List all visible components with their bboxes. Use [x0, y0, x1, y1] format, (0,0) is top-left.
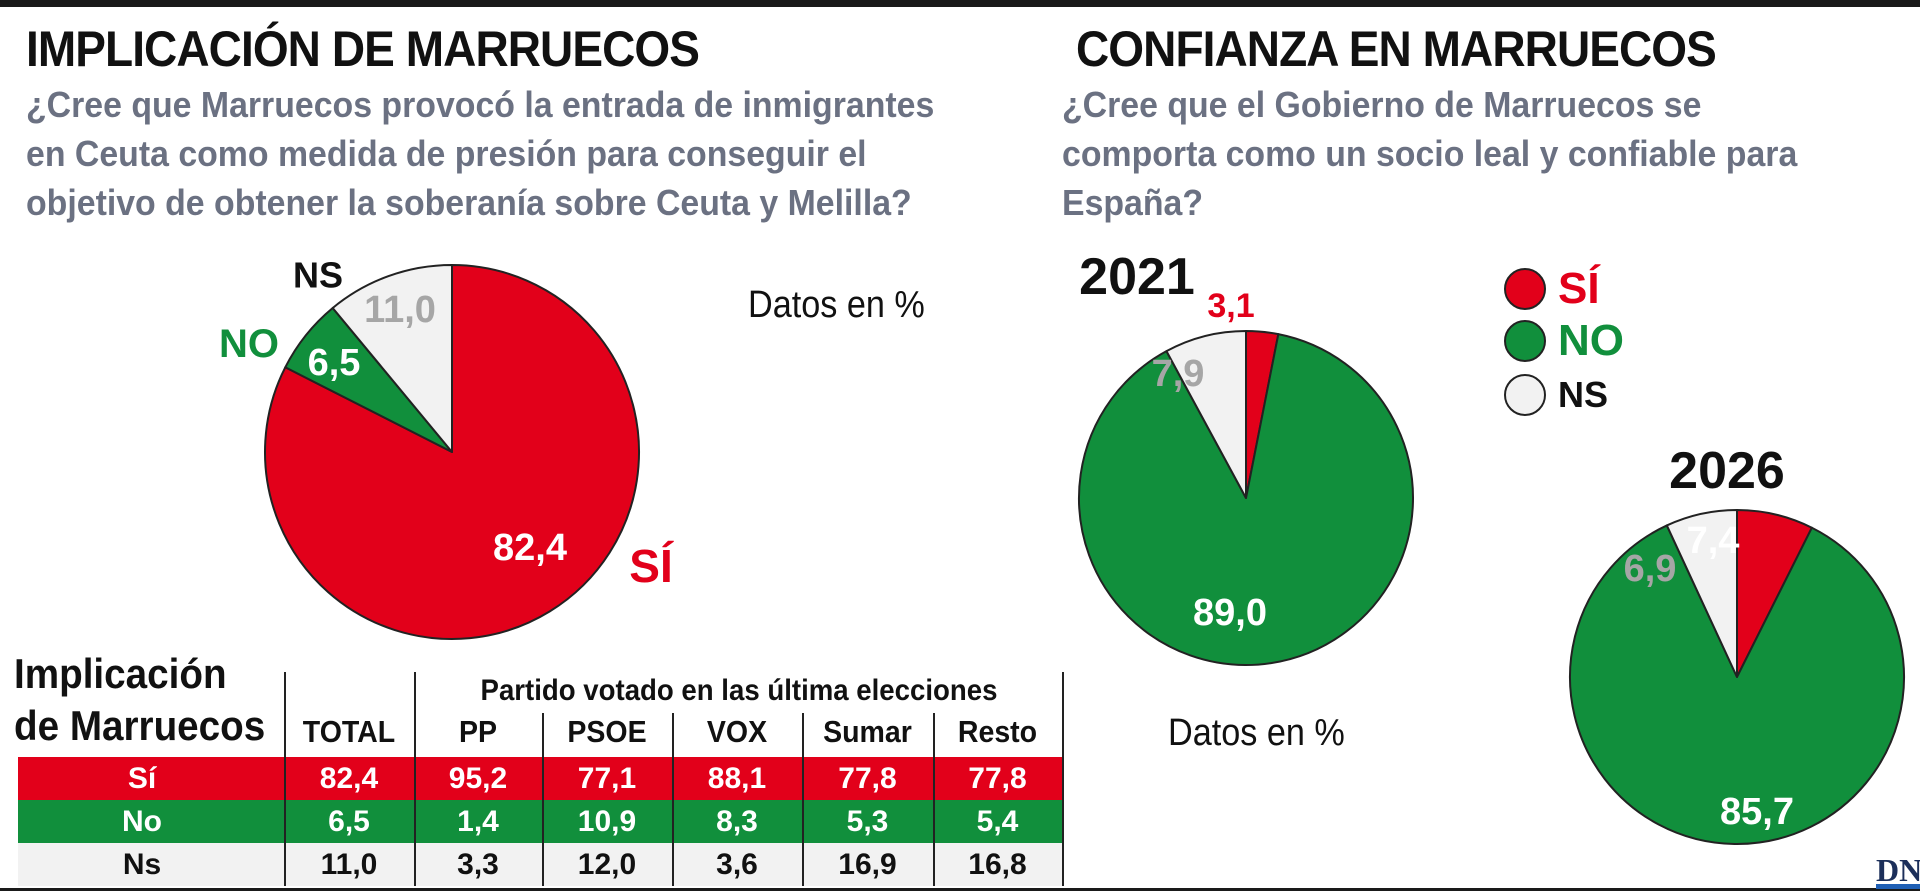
table-cell: 12,0	[577, 848, 637, 881]
table-column-header: PP	[458, 714, 498, 749]
pie-value-label: 85,7	[1720, 791, 1794, 833]
left-question-line: en Ceuta como medida de presión para con…	[26, 133, 867, 174]
table-cell: 8,3	[716, 805, 758, 838]
table-row: Sí 82,4 95,2 77,1 88,1 77,8 77,8	[18, 757, 1062, 800]
pie-category-label-no: NO	[219, 322, 279, 366]
right-units-note: Datos en %	[1168, 712, 1345, 754]
left-units-note: Datos en %	[748, 284, 925, 326]
right-title: CONFIANZA EN MARRUECOS	[1076, 21, 1717, 77]
legend-label-ns: NS	[1558, 374, 1609, 415]
pie-slice-ns	[1165, 330, 1247, 499]
table-column-header: PSOE	[567, 714, 647, 749]
right-question-line: comporta como un socio leal y confiable …	[1062, 133, 1798, 174]
table-column-divider	[414, 672, 416, 886]
table-column-header: VOX	[706, 714, 768, 749]
pie-slice-no	[1569, 524, 1905, 845]
table-cell: 3,6	[716, 848, 758, 881]
table-row-label: No	[122, 805, 162, 838]
legend-item-no: NO	[1504, 316, 1624, 366]
table-column-divider	[672, 713, 674, 886]
pie-value-label: 7,9	[1152, 353, 1205, 395]
table-cell: 16,9	[838, 848, 897, 881]
legend-item-ns: NS	[1504, 374, 1608, 416]
right-question-line: ¿Cree que el Gobierno de Marruecos se	[1062, 84, 1702, 125]
table-cell: 3,3	[457, 848, 499, 881]
left-question: ¿Cree que Marruecos provocó la entrada d…	[26, 80, 934, 227]
table-column-header: Resto	[957, 714, 1038, 749]
table-column-divider	[933, 713, 935, 886]
left-question-line: objetivo de obtener la soberanía sobre C…	[26, 182, 912, 223]
left-question-line: ¿Cree que Marruecos provocó la entrada d…	[26, 84, 935, 125]
table-column-divider	[802, 713, 804, 886]
pie-category-label-si: SÍ	[629, 540, 674, 592]
table-cell: 82,4	[319, 762, 379, 795]
pie-year-title: 2021	[1079, 248, 1195, 306]
dn-logo-bar	[1876, 884, 1920, 889]
table-column-divider	[1062, 672, 1064, 886]
table-cell: 95,2	[448, 762, 508, 795]
table-row: Ns 11,0 3,3 12,0 3,6 16,9 16,8	[18, 843, 1062, 886]
pie-value-label: 6,9	[1624, 548, 1677, 590]
dn-logo: DN	[1876, 852, 1920, 888]
right-question: ¿Cree que el Gobierno de Marruecos se co…	[1062, 80, 1797, 227]
table-title-line: Implicación	[14, 650, 227, 697]
legend-swatch-si	[1504, 268, 1546, 310]
right-question-line: España?	[1062, 182, 1204, 223]
table-title-line: de Marruecos	[14, 702, 266, 749]
legend-swatch-ns	[1504, 374, 1546, 416]
left-title: IMPLICACIÓN DE MARRUECOS	[26, 21, 700, 77]
top-rule	[0, 0, 1920, 7]
pie-value-label: 89,0	[1193, 592, 1267, 634]
pie-slice-no	[1078, 333, 1414, 666]
pie-value-label: 82,4	[493, 527, 567, 569]
table-column-header: Sumar	[823, 714, 912, 749]
table-cell: 16,8	[968, 848, 1027, 881]
table-column-divider	[284, 672, 286, 886]
bottom-rule	[0, 888, 1920, 891]
legend-label-no: NO	[1558, 316, 1624, 365]
legend-label-si: SÍ	[1558, 264, 1600, 313]
table-cell: 6,5	[328, 805, 370, 838]
table-cell: 5,3	[846, 805, 889, 838]
table-row-label: Ns	[122, 848, 162, 881]
table-column-header: TOTAL	[302, 714, 396, 749]
table-cell: 10,9	[577, 805, 637, 838]
table-cell: 77,8	[838, 762, 897, 795]
table-cell: 11,0	[320, 848, 378, 881]
pie-value-label: 7,4	[1687, 520, 1740, 562]
table-cell: 77,8	[968, 762, 1027, 795]
table-title: Implicación de Marruecos	[14, 648, 265, 752]
legend-swatch-no	[1504, 320, 1546, 362]
table-row-label: Sí	[127, 762, 157, 795]
pie-slice-ns	[331, 264, 453, 453]
table-cell: 5,4	[976, 805, 1019, 838]
table-column-divider	[542, 713, 544, 886]
pie-value-label: 6,5	[308, 342, 361, 384]
pie-category-label-ns: NS	[293, 255, 343, 296]
table-cell: 77,1	[577, 762, 637, 795]
table-group-header: Partido votado en las última elecciones	[480, 674, 998, 707]
pie-value-label: 3,1	[1207, 287, 1254, 325]
legend-item-si: SÍ	[1504, 264, 1600, 314]
table-row: No 6,5 1,4 10,9 8,3 5,3 5,4	[18, 800, 1062, 843]
table-cell: 1,4	[457, 805, 499, 838]
pie-value-label: 11,0	[364, 289, 436, 331]
pie-slice-ns	[1665, 509, 1738, 678]
table-cell: 88,1	[707, 762, 767, 795]
pie-year-title: 2026	[1669, 442, 1785, 500]
